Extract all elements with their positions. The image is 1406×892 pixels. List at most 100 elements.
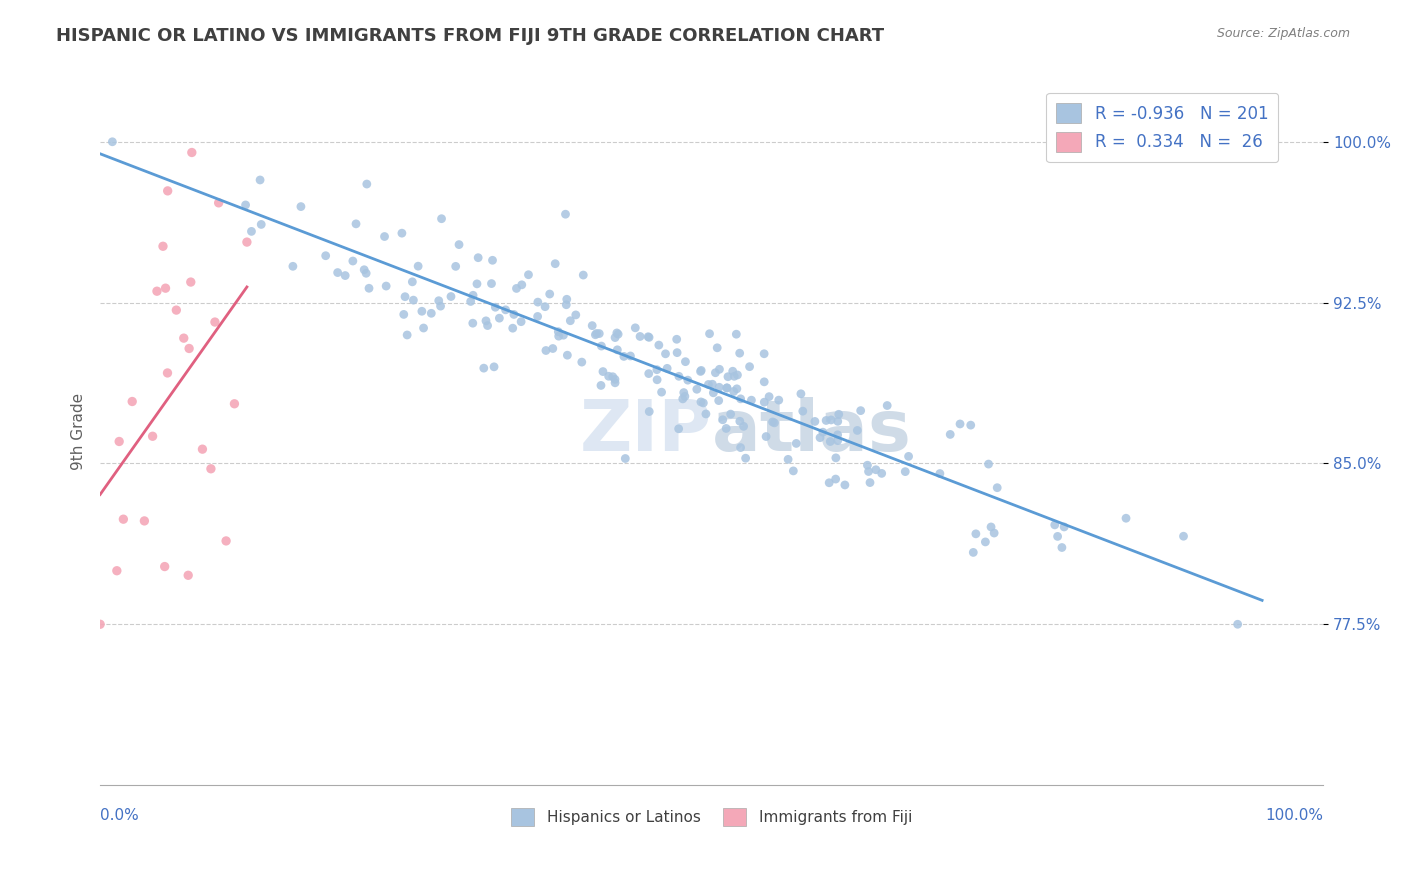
Point: [827, 434, 849, 448]
Point: [290, 200, 312, 214]
Text: 100.0%: 100.0%: [1265, 808, 1323, 822]
Point: [406, 259, 429, 273]
Point: [461, 288, 484, 302]
Point: [754, 395, 776, 409]
Point: [502, 321, 524, 335]
Point: [673, 389, 696, 403]
Point: [1173, 529, 1195, 543]
Point: [121, 394, 143, 409]
Point: [690, 363, 713, 377]
Point: [894, 465, 917, 479]
Point: [603, 376, 626, 390]
Point: [672, 385, 695, 400]
Point: [876, 399, 898, 413]
Point: [375, 279, 398, 293]
Point: [554, 207, 576, 221]
Point: [648, 338, 671, 352]
Point: [657, 361, 679, 376]
Point: [440, 289, 463, 303]
Point: [565, 308, 588, 322]
Point: [716, 381, 738, 395]
Point: [534, 300, 557, 314]
Point: [725, 382, 748, 396]
Point: [725, 368, 748, 382]
Point: [392, 307, 415, 321]
Point: [444, 260, 467, 274]
Point: [782, 464, 804, 478]
Point: [588, 326, 610, 341]
Point: [495, 302, 517, 317]
Point: [200, 462, 222, 476]
Point: [709, 362, 731, 376]
Point: [602, 369, 624, 384]
Point: [865, 463, 887, 477]
Point: [858, 465, 880, 479]
Point: [215, 533, 238, 548]
Point: [752, 347, 775, 361]
Point: [665, 332, 688, 346]
Point: [704, 366, 727, 380]
Point: [897, 450, 920, 464]
Text: atlas: atlas: [711, 397, 911, 466]
Point: [165, 303, 187, 318]
Point: [180, 145, 202, 160]
Point: [763, 416, 786, 430]
Point: [977, 457, 1000, 471]
Point: [758, 390, 780, 404]
Point: [142, 429, 165, 443]
Point: [619, 349, 641, 363]
Point: [481, 277, 503, 291]
Point: [472, 361, 495, 376]
Point: [553, 328, 575, 343]
Point: [240, 224, 263, 238]
Point: [804, 414, 827, 428]
Point: [702, 385, 724, 400]
Point: [353, 262, 375, 277]
Point: [191, 442, 214, 457]
Point: [856, 458, 879, 473]
Point: [959, 418, 981, 433]
Point: [502, 308, 524, 322]
Point: [654, 347, 676, 361]
Point: [824, 472, 846, 486]
Point: [740, 393, 762, 408]
Point: [928, 467, 950, 481]
Point: [411, 304, 433, 318]
Point: [224, 397, 246, 411]
Point: [818, 475, 841, 490]
Point: [342, 254, 364, 268]
Point: [714, 421, 737, 435]
Point: [721, 364, 744, 378]
Point: [624, 321, 647, 335]
Point: [335, 268, 357, 283]
Point: [824, 450, 846, 465]
Point: [420, 306, 443, 320]
Point: [603, 330, 626, 344]
Point: [939, 427, 962, 442]
Point: [815, 413, 838, 427]
Point: [1043, 517, 1066, 532]
Point: [572, 268, 595, 282]
Point: [859, 475, 882, 490]
Point: [706, 341, 728, 355]
Point: [716, 381, 738, 395]
Text: Source: ZipAtlas.com: Source: ZipAtlas.com: [1216, 27, 1350, 40]
Point: [603, 372, 626, 386]
Point: [155, 281, 177, 295]
Point: [638, 330, 661, 344]
Point: [645, 362, 668, 376]
Point: [720, 407, 742, 421]
Point: [828, 407, 851, 421]
Point: [177, 568, 200, 582]
Point: [628, 329, 651, 343]
Point: [668, 422, 690, 436]
Point: [962, 545, 984, 559]
Point: [645, 373, 668, 387]
Point: [707, 393, 730, 408]
Point: [482, 359, 505, 374]
Point: [846, 424, 869, 438]
Point: [547, 325, 569, 339]
Point: [461, 316, 484, 330]
Point: [538, 287, 561, 301]
Point: [427, 293, 450, 308]
